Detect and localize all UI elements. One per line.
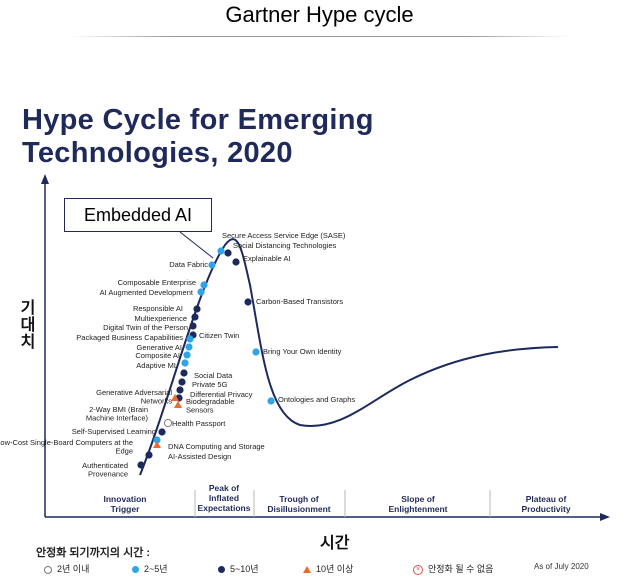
hype-curve — [139, 238, 559, 476]
legend-item: 5~10년 — [218, 562, 259, 575]
as-of-date: As of July 2020 — [534, 562, 589, 571]
technology-label: Carbon-Based Transistors — [256, 297, 343, 306]
technology-marker — [158, 428, 166, 436]
technology-marker — [244, 298, 252, 306]
technology-label: Multiexperience — [134, 314, 187, 323]
technology-label: Packaged Business Capabilities — [76, 333, 183, 342]
technology-label: Biodegradable Sensors — [186, 397, 234, 415]
chart-title-line1: Hype Cycle for Emerging — [22, 104, 374, 136]
technology-label: Ontologies and Graphs — [278, 395, 355, 404]
technology-marker — [232, 258, 240, 266]
technology-marker — [163, 418, 172, 427]
technology-marker — [252, 348, 260, 356]
technology-marker — [183, 351, 191, 359]
phase-label: Slope of Enlightenment — [388, 494, 447, 514]
technology-marker — [178, 378, 186, 386]
legend-item-label: 2년 이내 — [57, 564, 90, 574]
x-circle-icon: × — [413, 564, 423, 575]
x-axis-label: 시간 — [320, 535, 350, 552]
technology-marker — [181, 359, 189, 367]
technology-marker — [224, 249, 232, 257]
light-circle-icon — [132, 566, 139, 574]
triangle-icon — [303, 566, 311, 574]
technology-label: 2-Way BMI (Brain Machine Interface) — [86, 405, 149, 423]
technology-label: Social Data — [194, 371, 233, 380]
technology-label: Differential Privacy — [190, 390, 253, 399]
technology-marker — [153, 436, 161, 444]
technology-label: Citizen Twin — [199, 331, 239, 340]
technology-label: Composable Enterprise — [118, 278, 196, 287]
technology-label: AI Augmented Development — [100, 288, 194, 297]
y-axis-label: 기대치 — [20, 300, 36, 351]
y-axis-arrowhead — [41, 174, 49, 184]
technology-label: Private 5G — [192, 380, 228, 389]
technology-label: DNA Computing and Storage — [168, 442, 265, 451]
chart-title: Hype Cycle for Emerging Technologies, 20… — [22, 104, 374, 170]
technology-label: Low-Cost Single-Board Computers at the Ed… — [0, 438, 133, 456]
technology-marker — [200, 281, 208, 289]
technology-marker — [137, 461, 145, 469]
open-circle-icon — [44, 565, 52, 574]
triangle-marker-icon — [174, 401, 182, 408]
technology-label: Generative Adversarial Networks — [96, 388, 172, 406]
technology-label: Health Passport — [172, 419, 226, 428]
technology-label: Bring Your Own Identity — [263, 347, 342, 356]
technology-marker — [176, 386, 184, 394]
technology-label: Explainable AI — [243, 254, 291, 263]
legend-item: 10년 이상 — [303, 562, 353, 575]
x-axis-arrowhead — [600, 513, 610, 521]
triangle-marker-icon — [171, 394, 179, 401]
technology-label: Generative AI — [137, 343, 182, 352]
legend-item-label: 5~10년 — [230, 564, 259, 574]
technology-label: Digital Twin of the Person — [103, 323, 188, 332]
technology-label: Responsible AI — [133, 304, 183, 313]
legend-title: 안정화 되기까지의 시간 : — [36, 547, 151, 559]
triangle-marker-icon — [153, 441, 161, 448]
phase-label: Peak of Inflated Expectations — [198, 483, 251, 513]
technology-marker — [191, 313, 199, 321]
technology-label: Composite AI — [135, 351, 180, 360]
legend-item: × 안정화 될 수 없음 — [413, 562, 493, 575]
technology-marker — [189, 322, 197, 330]
legend-item-label: 2~5년 — [144, 564, 168, 574]
technology-label: AI-Assisted Design — [168, 452, 231, 461]
legend-item-label: 안정화 될 수 없음 — [428, 564, 494, 574]
phase-label: Plateau of Productivity — [521, 494, 570, 514]
header-divider — [70, 36, 569, 37]
technology-label: Self-Supervised Learning — [72, 427, 156, 436]
technology-marker — [186, 335, 194, 343]
technology-label: Adaptive ML — [136, 361, 178, 370]
technology-marker — [197, 288, 205, 296]
legend-item: 2년 이내 — [44, 562, 89, 575]
technology-marker — [267, 397, 275, 405]
legend-item: 2~5년 — [132, 562, 168, 575]
technology-marker — [185, 343, 193, 351]
technology-marker — [193, 305, 201, 313]
technology-marker — [208, 261, 216, 269]
technology-marker — [145, 451, 153, 459]
page-header-title: Gartner Hype cycle — [225, 2, 414, 27]
technology-label: Secure Access Service Edge (SASE) — [222, 231, 346, 240]
dark-circle-icon — [218, 566, 225, 574]
technology-label: Authenticated Provenance — [82, 461, 128, 479]
technology-marker — [180, 369, 188, 377]
embedded-ai-callout: Embedded AI — [64, 198, 212, 232]
technology-marker — [217, 247, 225, 255]
technology-label: Social Distancing Technologies — [233, 241, 337, 250]
technology-label: Data Fabric — [169, 260, 208, 269]
phase-label: Trough of Disillusionment — [267, 494, 330, 514]
legend-item-label: 10년 이상 — [316, 564, 354, 574]
phase-label: Innovation Trigger — [104, 494, 147, 514]
callout-pointer — [179, 231, 214, 259]
chart-title-line2: Technologies, 2020 — [22, 137, 293, 169]
